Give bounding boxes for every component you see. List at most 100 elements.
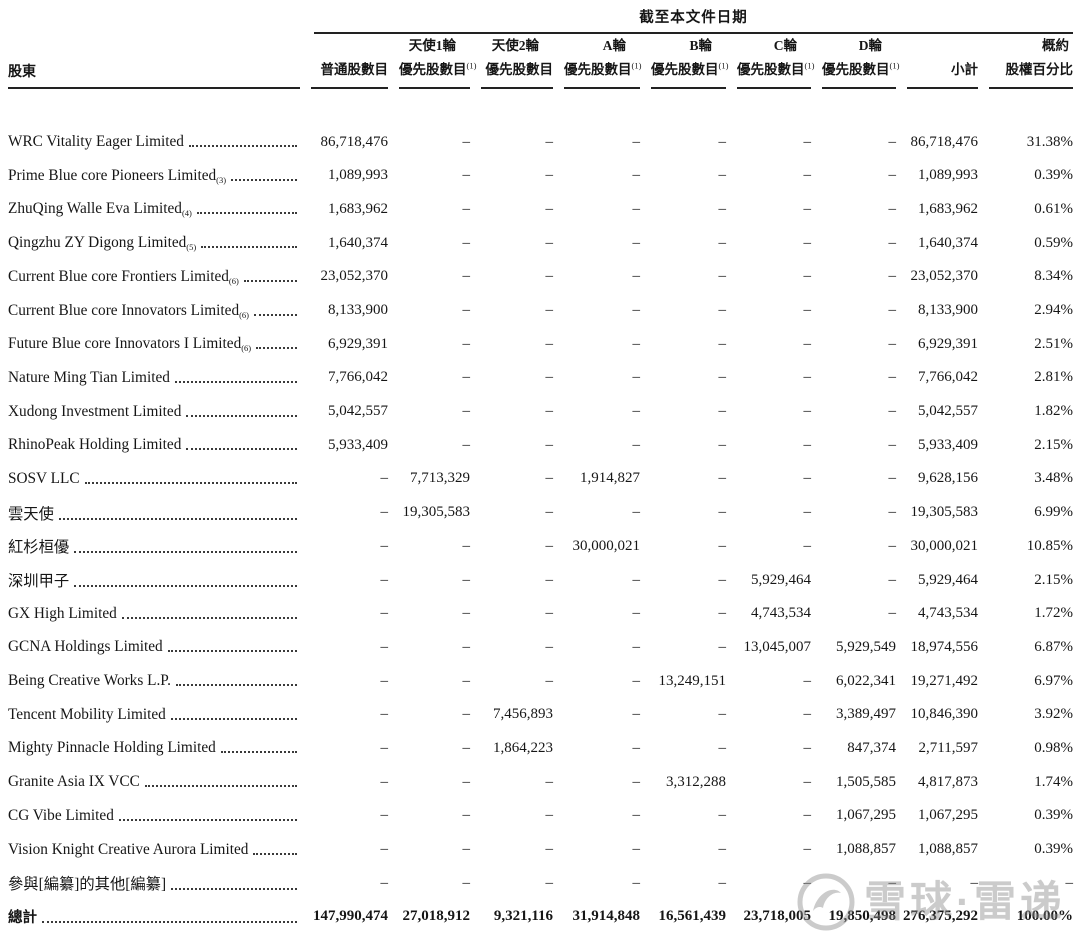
seriesA-preferred-cell: – [632, 234, 641, 251]
ordinary-shares-cell: – [380, 874, 389, 891]
table-row: Vision Knight Creative Aurora Limited – … [8, 833, 1073, 867]
shareholder-name-cell: Mighty Pinnacle Holding Limited [8, 732, 300, 766]
dot-leader [231, 178, 297, 181]
seriesD-preferred-cell: – [888, 605, 897, 622]
seriesC-preferred-cell: 5,929,464 [751, 571, 811, 588]
seriesC-preferred-cell: 23,718,005 [743, 908, 812, 925]
seriesA-preferred-cell: – [632, 268, 641, 285]
angel1-preferred-cell: – [462, 807, 471, 824]
seriesB-preferred-cell: – [718, 504, 727, 521]
shareholder-name: Prime Blue core Pioneers Limited [8, 166, 217, 184]
shareholder-name-cell: SOSV LLC [8, 462, 300, 496]
table-row: Nature Ming Tian Limited 7,766,042 – – –… [8, 361, 1073, 395]
footnote-sup: (1) [889, 60, 900, 71]
percentage-cell: 6.97% [1034, 672, 1074, 689]
shareholder-name: Xudong Investment Limited [8, 402, 182, 420]
subtotal-cell: 86,718,476 [910, 133, 979, 150]
column-label-line2: 優先股數目 [651, 61, 719, 77]
seriesB-preferred-cell: – [718, 706, 727, 723]
shareholder-name: WRC Vitality Eager Limited [8, 133, 184, 151]
seriesB-preferred-cell: – [718, 841, 727, 858]
percentage-cell: 3.48% [1034, 470, 1074, 487]
angel2-preferred-cell: – [545, 841, 554, 858]
column-label-line2: 小計 [951, 61, 978, 77]
table-row: WRC Vitality Eager Limited 86,718,476 – … [8, 125, 1073, 159]
seriesC-preferred-cell: – [803, 874, 812, 891]
column-label-line1: B輪 [689, 38, 712, 53]
percentage-cell: 100.00% [1016, 908, 1074, 925]
dot-leader [74, 585, 297, 588]
subtotal-cell: 19,271,492 [910, 672, 979, 689]
seriesD-preferred-cell: – [888, 571, 897, 588]
header-body-gap [8, 89, 1073, 125]
shareholder-name: Current Blue core Innovators Limited [8, 301, 240, 319]
subtotal-cell: 1,640,374 [918, 234, 978, 251]
seriesD-preferred-cell: – [888, 234, 897, 251]
angel2-preferred-cell: – [545, 807, 554, 824]
percentage-cell: 0.98% [1034, 739, 1074, 756]
dot-leader [121, 616, 297, 619]
dot-leader [196, 212, 297, 215]
dot-leader [58, 517, 297, 520]
shareholder-name: Mighty Pinnacle Holding Limited [8, 739, 216, 757]
seriesA-preferred-cell: – [632, 335, 641, 352]
subtotal-cell: 1,067,295 [918, 807, 978, 824]
column-header-seriesA-preferred: A輪 優先股數目(1) [553, 34, 642, 90]
dot-leader [171, 888, 297, 891]
seriesB-preferred-cell: – [718, 369, 727, 386]
angel2-preferred-cell: – [545, 571, 554, 588]
angel1-preferred-cell: 27,018,912 [402, 908, 471, 925]
ordinary-shares-cell: 1,683,962 [328, 200, 388, 217]
seriesA-preferred-cell: – [632, 133, 641, 150]
seriesB-preferred-cell: – [718, 436, 727, 453]
ordinary-shares-cell: 5,933,409 [328, 436, 388, 453]
seriesD-preferred-cell: 6,022,341 [836, 672, 896, 689]
shareholder-name: 深圳甲子 [8, 573, 70, 591]
seriesD-preferred-cell: – [888, 470, 897, 487]
angel1-preferred-cell: – [462, 234, 471, 251]
angel2-preferred-cell: – [545, 302, 554, 319]
shareholder-name: RhinoPeak Holding Limited [8, 436, 182, 454]
seriesC-preferred-cell: – [803, 436, 812, 453]
angel1-preferred-cell: – [462, 537, 471, 554]
dot-leader [220, 751, 297, 754]
dot-leader [170, 717, 297, 720]
seriesC-preferred-cell: – [803, 167, 812, 184]
shareholder-name-cell: Being Creative Works L.P. [8, 664, 300, 698]
seriesB-preferred-cell: – [718, 807, 727, 824]
ordinary-shares-cell: 23,052,370 [320, 268, 389, 285]
seriesB-preferred-cell: – [718, 200, 727, 217]
percentage-cell: 6.99% [1034, 504, 1074, 521]
angel1-preferred-cell: – [462, 268, 471, 285]
as-of-date-header: 截至本文件日期 [314, 6, 1074, 34]
percentage-cell: 2.94% [1034, 302, 1074, 319]
footnote-sup: (1) [631, 60, 642, 71]
angel1-preferred-cell: 7,713,329 [410, 470, 470, 487]
dot-leader [174, 380, 297, 383]
subtotal-cell: 1,683,962 [918, 200, 978, 217]
angel1-preferred-cell: – [462, 369, 471, 386]
seriesC-preferred-cell: 4,743,534 [751, 605, 811, 622]
subtotal-cell: 23,052,370 [910, 268, 979, 285]
footnote-sup: (1) [466, 60, 477, 71]
angel2-preferred-cell: – [545, 335, 554, 352]
shareholder-footnote-sup: (6) [241, 343, 252, 354]
seriesB-preferred-cell: 13,249,151 [658, 672, 727, 689]
angel1-preferred-cell: – [462, 302, 471, 319]
subtotal-cell: 5,042,557 [918, 403, 978, 420]
percentage-cell: 0.61% [1034, 200, 1074, 217]
shareholding-table: 截至本文件日期 股東 普通股數目 天使1輪 優先股數目(1) [8, 6, 1074, 934]
column-label-line1: C輪 [773, 38, 797, 53]
table-row: Qingzhu ZY Digong Limited (5) 1,640,374 –… [8, 226, 1073, 260]
angel1-preferred-cell: – [462, 672, 471, 689]
shareholder-name: Granite Asia IX VCC [8, 773, 140, 791]
seriesC-preferred-cell: – [803, 268, 812, 285]
seriesD-preferred-cell: – [888, 200, 897, 217]
subtotal-cell: 4,817,873 [918, 773, 978, 790]
ordinary-shares-cell: – [380, 706, 389, 723]
angel1-preferred-cell: – [462, 638, 471, 655]
column-header-percentage: 概約 股權百分比 [978, 34, 1074, 90]
seriesC-preferred-cell: – [803, 773, 812, 790]
seriesA-preferred-cell: – [632, 605, 641, 622]
table-row: Tencent Mobility Limited – – 7,456,893 –… [8, 698, 1073, 732]
